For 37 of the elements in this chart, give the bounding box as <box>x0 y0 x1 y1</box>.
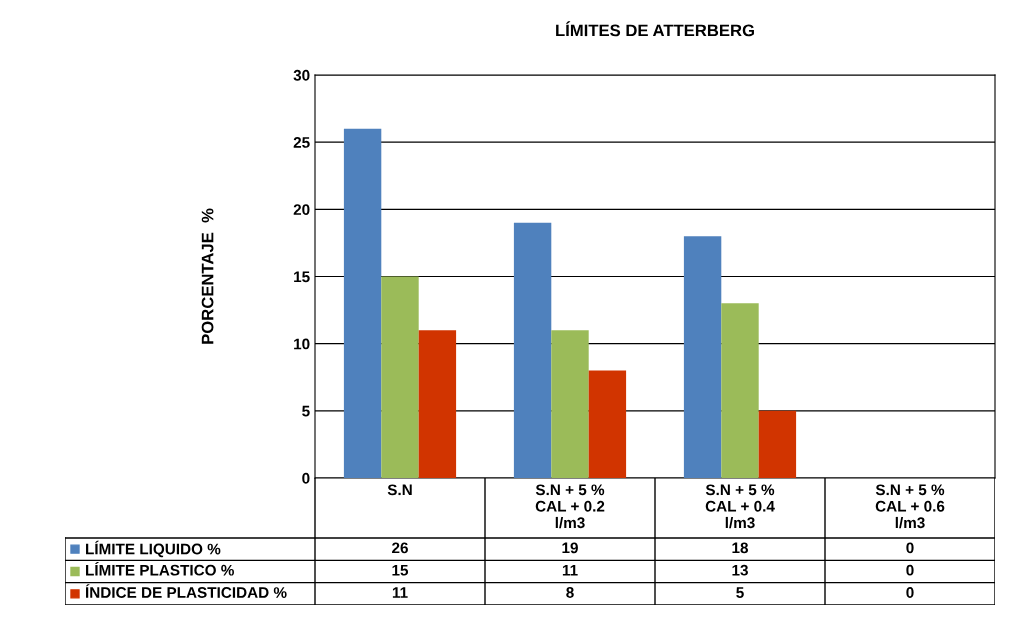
legend-label: ÍNDICE DE PLASTICIDAD % <box>85 584 287 598</box>
data-label: 26 <box>392 542 408 554</box>
x-tick-label: S.N + 5 % CAL + 0.2 l/m3 <box>535 484 605 529</box>
data-label: 0 <box>906 542 914 554</box>
chart-title: LÍMITES DE ATTERBERG <box>556 21 754 37</box>
bar <box>758 410 797 478</box>
bar <box>683 236 722 478</box>
y-tick-label: 30 <box>293 69 310 81</box>
data-label: 0 <box>906 587 914 598</box>
x-tick-label: S.N <box>387 484 412 496</box>
y-tick-label: 20 <box>293 204 310 216</box>
bar <box>551 330 589 478</box>
y-tick-label: 15 <box>294 271 310 283</box>
y-tick-label: 0 <box>302 472 310 484</box>
y-axis-title: PORCENTAJE % <box>201 208 214 344</box>
y-tick-label: 25 <box>293 137 310 148</box>
data-label: 15 <box>392 564 409 576</box>
data-label: 13 <box>732 564 748 576</box>
bar <box>513 222 552 478</box>
data-label: 8 <box>566 587 574 598</box>
data-label: 11 <box>392 587 408 598</box>
bar <box>721 303 759 478</box>
bar <box>381 276 419 478</box>
y-tick-label: 10 <box>294 338 310 350</box>
bar <box>588 370 627 478</box>
y-tick-label: 5 <box>302 405 310 417</box>
data-label: 11 <box>562 564 578 576</box>
x-tick-label: S.N + 5 % CAL + 0.4 l/m3 <box>705 484 775 529</box>
data-label: 5 <box>736 587 744 598</box>
data-label: 0 <box>906 564 914 576</box>
data-label: 18 <box>732 542 749 554</box>
legend-label: LÍMITE LIQUIDO % <box>86 540 221 558</box>
legend-label: LÍMITE PLASTICO % <box>86 561 234 576</box>
x-tick-label: S.N + 5 % CAL + 0.6 l/m3 <box>875 484 945 529</box>
bar <box>343 128 382 478</box>
bar <box>418 330 457 478</box>
data-label: 19 <box>562 542 578 554</box>
